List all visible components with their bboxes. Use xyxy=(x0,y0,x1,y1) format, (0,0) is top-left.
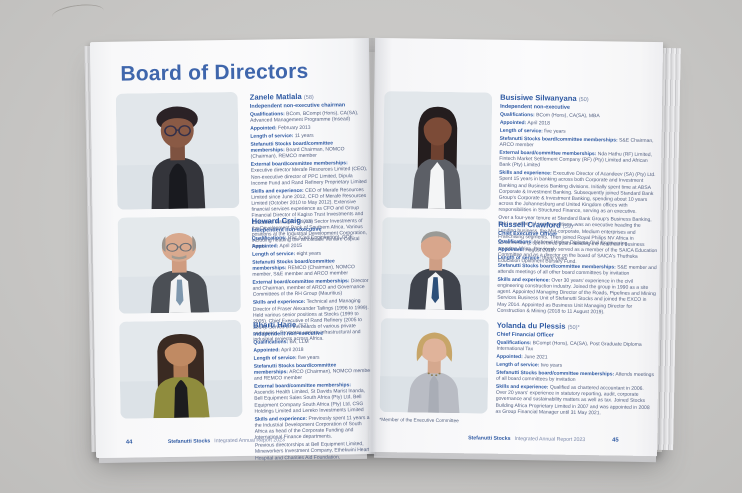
page-number-right: 45 xyxy=(612,437,619,444)
director-name: Bharti Harie (52) xyxy=(253,320,309,330)
director-photo xyxy=(381,217,491,311)
footer-right: Stefanutti Stocks Integrated Annual Repor… xyxy=(468,435,585,443)
director-age: (50)* xyxy=(567,324,580,331)
field-label: Qualifications: xyxy=(253,339,289,346)
service-line: Length of service: five years xyxy=(253,354,320,362)
field-label: Length of service: xyxy=(497,254,541,262)
director-age: (52) xyxy=(298,322,309,330)
left-page: Board of Directors Zanele Matl xyxy=(89,37,376,462)
qualifications-line: Qualifications: BCompt (Hons), CA(SA), P… xyxy=(496,339,642,353)
skills-line: Skills and experience: Qualified as char… xyxy=(495,383,650,417)
right-page: Busisiwe Silwanyana (50) Independent non… xyxy=(368,37,664,457)
qualifications-line: Qualifications: BA, LLM xyxy=(253,339,309,346)
footer-brand: Stefanutti Stocks xyxy=(167,438,211,445)
field-label: Appointed: xyxy=(499,119,527,127)
service-line: Length of service: 11 years xyxy=(250,132,314,140)
director-age: (50) xyxy=(578,96,589,104)
skills-line: Skills and experience: Over 30 years' ex… xyxy=(497,276,656,316)
group-memberships-line: Stefanutti Stocks board/committee member… xyxy=(495,369,655,384)
group-memberships-line: Stefanutti Stocks board/committee member… xyxy=(250,140,345,161)
page-title: Board of Directors xyxy=(120,59,309,86)
director-role: Chief Financial Officer xyxy=(496,331,554,339)
director-role: Independent non-executive xyxy=(500,103,570,111)
director-age: (58) xyxy=(303,94,314,101)
field-label: Length of service: xyxy=(496,361,540,369)
director-name: Howard Craig (63) xyxy=(251,215,314,226)
service-line: Length of service: eight years xyxy=(252,250,322,258)
external-memberships-line: External board/committee memberships: Nd… xyxy=(499,149,652,169)
field-label: Appointed: xyxy=(250,125,277,133)
director-photo xyxy=(379,318,489,414)
exec-committee-footnote: *Member of the Executive Committee xyxy=(379,417,459,425)
director-role: Independent non-executive chairman xyxy=(249,102,346,110)
director-photo xyxy=(115,91,240,210)
page-number-left: 44 xyxy=(125,439,133,446)
director-photo xyxy=(117,215,241,314)
field-label: Qualifications: xyxy=(499,111,535,119)
field-label: Length of service: xyxy=(250,133,294,140)
director-name: Zanele Matlala (58) xyxy=(249,91,314,102)
qualifications-line: Qualifications: BSc (Civil Engineering),… xyxy=(251,234,354,242)
skills-line-2: Previous directorships at Bell Equipment… xyxy=(254,441,370,462)
group-memberships-line: Stefanutti Stocks board/committee member… xyxy=(252,258,355,278)
external-memberships-line: External board/committee memberships: Ex… xyxy=(250,160,368,187)
field-label: Appointed: xyxy=(497,246,525,254)
director-age: (63) xyxy=(303,218,314,225)
director-role: Independent non-executive xyxy=(251,226,322,234)
footer-report-title: Integrated Annual Report 2023 xyxy=(214,437,285,445)
dust-fiber xyxy=(51,1,105,26)
director-photo xyxy=(119,319,243,419)
field-label: Appointed: xyxy=(496,354,523,361)
field-label: Appointed: xyxy=(251,243,279,250)
group-memberships-line: Stefanutti Stocks board/committee member… xyxy=(497,262,657,277)
director-role: Chief Executive Officer xyxy=(498,230,558,238)
field-label: Length of service: xyxy=(253,355,297,362)
footer-brand: Stefanutti Stocks xyxy=(468,435,511,442)
field-label: Length of service: xyxy=(499,127,543,135)
field-label: Qualifications: xyxy=(498,238,533,246)
field-label: Qualifications: xyxy=(251,235,287,242)
group-memberships-line: Stefanutti Stocks board/committee member… xyxy=(499,135,654,149)
footer-report-title: Integrated Annual Report 2023 xyxy=(514,435,586,444)
skills-line: Skills and experience: Executive Directo… xyxy=(498,169,656,216)
external-memberships-line: External board/committee memberships: Di… xyxy=(252,278,369,299)
appointed-line: Appointed: April 2015 xyxy=(251,243,303,250)
director-photo xyxy=(382,91,493,210)
qualifications-line: Qualifications: BCom, BCompt (Hons), CA(… xyxy=(249,110,359,125)
field-label: Length of service: xyxy=(252,251,296,258)
director-age: (59)* xyxy=(562,223,576,230)
director-role: Independent non-executive xyxy=(253,330,324,338)
group-memberships-line: Stefanutti Stocks board/committee member… xyxy=(253,362,372,382)
appointed-line: Appointed: February 2013 xyxy=(250,125,311,133)
external-memberships-line: External board/committee memberships: As… xyxy=(254,382,366,415)
appointed-line: Appointed: April 2018 xyxy=(253,347,304,354)
field-label: Appointed: xyxy=(253,347,280,354)
